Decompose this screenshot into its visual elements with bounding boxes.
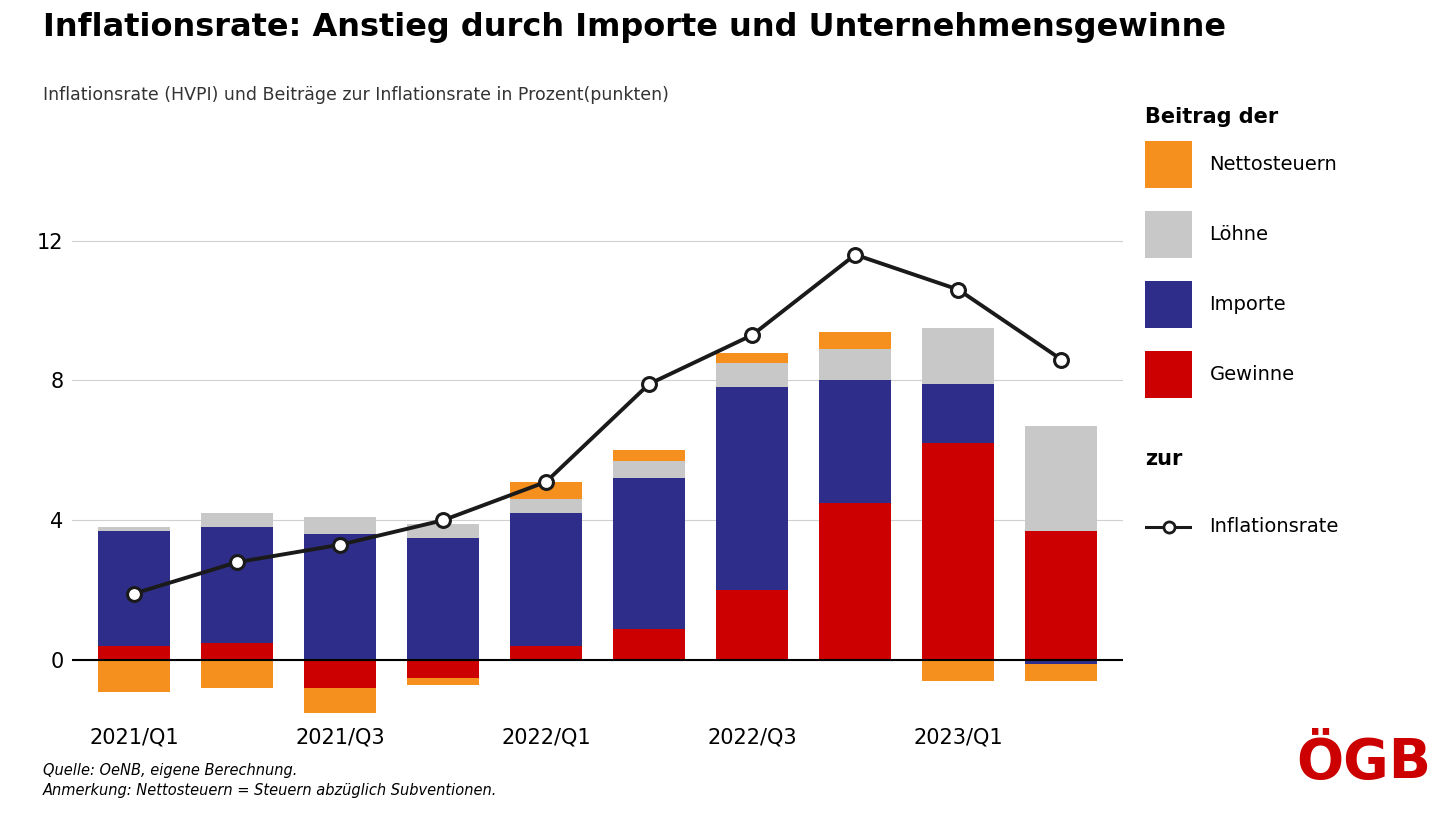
Bar: [510, 481, 582, 500]
Bar: [200, 643, 274, 660]
Bar: [819, 349, 891, 380]
Bar: [922, 444, 995, 660]
Bar: [1025, 663, 1097, 681]
Text: Nettosteuern: Nettosteuern: [1210, 155, 1338, 174]
Bar: [716, 352, 788, 363]
Bar: [304, 660, 376, 688]
Text: ÖGB: ÖGB: [1296, 736, 1431, 790]
Bar: [1025, 660, 1097, 663]
Bar: [510, 500, 582, 514]
Bar: [613, 478, 685, 629]
Bar: [922, 660, 995, 681]
Text: Löhne: Löhne: [1210, 225, 1269, 244]
Bar: [1025, 531, 1097, 660]
Text: Inflationsrate (HVPI) und Beiträge zur Inflationsrate in Prozent(punkten): Inflationsrate (HVPI) und Beiträge zur I…: [43, 86, 670, 105]
Bar: [200, 514, 274, 528]
Bar: [98, 531, 170, 646]
Bar: [304, 517, 376, 534]
Bar: [98, 660, 170, 691]
Text: Beitrag der: Beitrag der: [1145, 107, 1279, 127]
Bar: [613, 629, 685, 660]
Bar: [819, 380, 891, 503]
Text: zur: zur: [1145, 449, 1182, 468]
Bar: [1025, 426, 1097, 531]
Text: Importe: Importe: [1210, 295, 1286, 314]
Text: Quelle: OeNB, eigene Berechnung.: Quelle: OeNB, eigene Berechnung.: [43, 763, 298, 778]
Bar: [98, 646, 170, 660]
Bar: [98, 528, 170, 531]
Text: Gewinne: Gewinne: [1210, 365, 1295, 384]
Text: Inflationsrate: Inflationsrate: [1210, 517, 1339, 537]
Bar: [922, 328, 995, 384]
Bar: [510, 646, 582, 660]
Bar: [716, 590, 788, 660]
Bar: [922, 384, 995, 444]
Bar: [819, 503, 891, 660]
Bar: [613, 450, 685, 461]
Bar: [408, 660, 480, 677]
Bar: [200, 528, 274, 643]
Bar: [408, 537, 480, 660]
Bar: [304, 688, 376, 713]
Text: Inflationsrate: Anstieg durch Importe und Unternehmensgewinne: Inflationsrate: Anstieg durch Importe un…: [43, 12, 1227, 44]
Bar: [408, 677, 480, 685]
Bar: [613, 461, 685, 478]
Text: Anmerkung: Nettosteuern = Steuern abzüglich Subventionen.: Anmerkung: Nettosteuern = Steuern abzügl…: [43, 783, 498, 798]
Bar: [716, 388, 788, 590]
Bar: [819, 332, 891, 349]
Bar: [510, 514, 582, 646]
Bar: [408, 523, 480, 537]
Bar: [304, 534, 376, 660]
Bar: [200, 660, 274, 688]
Bar: [716, 363, 788, 388]
